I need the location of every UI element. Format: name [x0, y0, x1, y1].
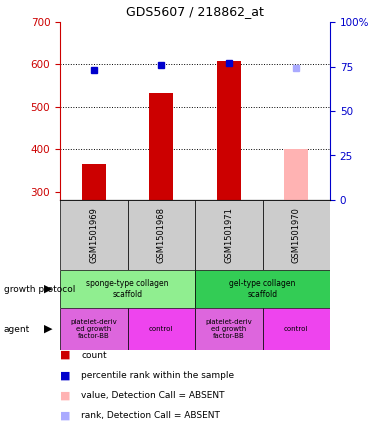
Text: control: control — [149, 326, 174, 332]
Bar — [128, 200, 195, 270]
Text: platelet-deriv
ed growth
factor-BB: platelet-deriv ed growth factor-BB — [70, 319, 117, 339]
Text: ■: ■ — [60, 390, 71, 401]
Bar — [262, 200, 330, 270]
Text: GSM1501971: GSM1501971 — [224, 207, 233, 263]
Text: platelet-deriv
ed growth
factor-BB: platelet-deriv ed growth factor-BB — [206, 319, 252, 339]
Bar — [217, 61, 241, 200]
Text: growth protocol: growth protocol — [4, 285, 75, 294]
Bar — [60, 270, 195, 308]
Text: value, Detection Call = ABSENT: value, Detection Call = ABSENT — [82, 391, 225, 400]
Text: sponge-type collagen
scaffold: sponge-type collagen scaffold — [86, 279, 169, 299]
Bar — [195, 308, 262, 350]
Bar — [149, 93, 173, 200]
Bar — [60, 308, 128, 350]
Bar — [128, 308, 195, 350]
Bar — [195, 270, 330, 308]
Bar — [60, 200, 128, 270]
Text: GSM1501968: GSM1501968 — [157, 207, 166, 263]
Text: ▶: ▶ — [44, 284, 53, 294]
Text: percentile rank within the sample: percentile rank within the sample — [82, 371, 234, 380]
Bar — [82, 164, 106, 200]
Text: GSM1501970: GSM1501970 — [292, 207, 301, 263]
Text: rank, Detection Call = ABSENT: rank, Detection Call = ABSENT — [82, 412, 220, 420]
Text: ■: ■ — [60, 411, 71, 421]
Text: ▶: ▶ — [44, 324, 53, 334]
Text: agent: agent — [4, 324, 30, 333]
Bar — [195, 200, 262, 270]
Text: control: control — [284, 326, 308, 332]
Text: GDS5607 / 218862_at: GDS5607 / 218862_at — [126, 5, 264, 18]
Bar — [284, 149, 308, 200]
Text: ■: ■ — [60, 370, 71, 380]
Bar — [262, 308, 330, 350]
Text: GSM1501969: GSM1501969 — [89, 207, 98, 263]
Text: count: count — [82, 351, 107, 360]
Text: ■: ■ — [60, 350, 71, 360]
Text: gel-type collagen
scaffold: gel-type collagen scaffold — [229, 279, 296, 299]
